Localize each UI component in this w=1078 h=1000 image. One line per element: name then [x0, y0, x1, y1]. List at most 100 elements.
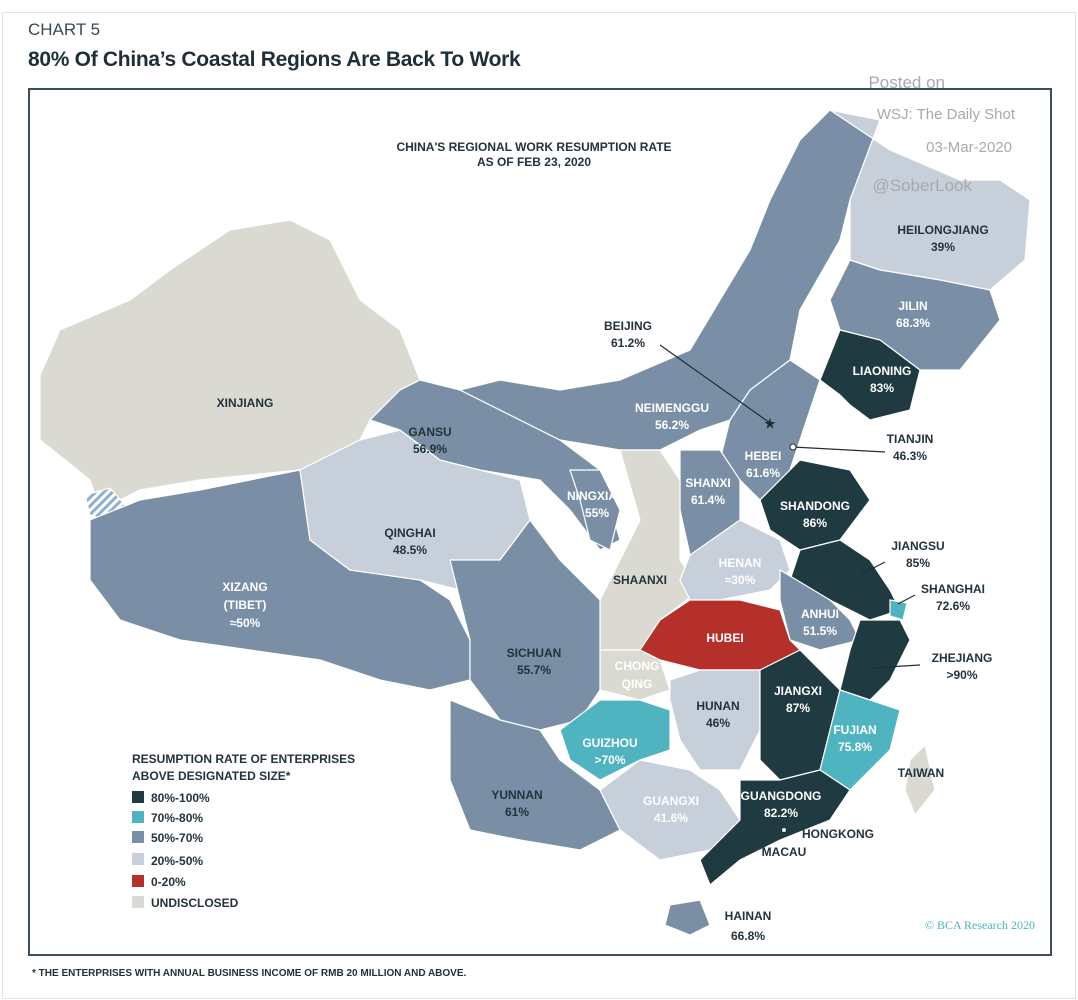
region-taiwan: [904, 743, 936, 817]
label-heilongjiang: HEILONGJIANG: [897, 223, 988, 237]
label-taiwan: TAIWAN: [898, 766, 944, 780]
value-guizhou: >70%: [594, 753, 625, 767]
value-zhejiang: >90%: [946, 668, 977, 682]
region-shanghai: [889, 599, 908, 621]
value-shandong: 86%: [803, 516, 827, 530]
chart-title: 80% Of China’s Coastal Regions Are Back …: [28, 48, 521, 71]
watermark-line3: 03-Mar-2020: [926, 139, 1012, 156]
value-hainan: 66.8%: [731, 929, 765, 943]
label-fujian: FUJIAN: [833, 723, 876, 737]
label-chongqing-2: QING: [622, 677, 653, 691]
map-heading: CHINA'S REGIONAL WORK RESUMPTION RATE AS…: [396, 140, 671, 169]
label-tianjin: TIANJIN: [887, 432, 934, 446]
label-shandong: SHANDONG: [780, 499, 850, 513]
region-guangdong: [699, 769, 851, 886]
watermark-line4: @SoberLook: [873, 176, 973, 195]
value-jiangxi: 87%: [786, 701, 810, 715]
value-jiangsu: 85%: [906, 556, 930, 570]
value-shanghai: 72.6%: [936, 599, 970, 613]
value-heilongjiang: 39%: [931, 240, 955, 254]
value-ningxia: 55%: [585, 506, 609, 520]
label-xizang-2: (TIBET): [224, 598, 267, 612]
label-gansu: GANSU: [408, 425, 451, 439]
value-guangxi: 41.6%: [654, 811, 688, 825]
label-hunan: HUNAN: [696, 699, 739, 713]
label-anhui: ANHUI: [801, 607, 839, 621]
label-liaoning: LIAONING: [853, 364, 912, 378]
region-labels: XINJIANG XIZANG (TIBET) ≈50% QINGHAI 48.…: [217, 223, 993, 943]
label-guangxi: GUANGXI: [643, 794, 699, 808]
value-gansu: 56.9%: [413, 442, 447, 456]
label-yunnan: YUNNAN: [491, 788, 542, 802]
label-shaanxi: SHAANXI: [613, 573, 667, 587]
label-jiangxi: JIANGXI: [774, 684, 822, 698]
region-qinghai: [299, 429, 531, 591]
provinces: [39, 109, 1031, 936]
legend-item-20-50: 20%-50%: [151, 854, 203, 868]
legend-swatch-50-70: [132, 831, 144, 843]
label-jilin: JILIN: [898, 299, 927, 313]
region-hunan: [669, 669, 761, 771]
value-liaoning: 83%: [870, 381, 894, 395]
value-tianjin: 46.3%: [893, 449, 927, 463]
label-ningxia: NINGXIA: [567, 489, 617, 503]
chart-kicker: CHART 5: [28, 20, 101, 39]
label-hainan: HAINAN: [725, 909, 772, 923]
label-chongqing: CHONG: [615, 659, 660, 673]
region-liaoning: [819, 329, 921, 421]
map-frame: [28, 88, 1052, 956]
beijing-star-icon: ★: [764, 416, 776, 431]
label-jiangsu: JIANGSU: [891, 539, 944, 553]
legend-swatch-20-50: [132, 853, 144, 865]
region-sichuan: [449, 519, 601, 731]
value-shanxi: 61.4%: [691, 493, 725, 507]
label-qinghai: QINGHAI: [384, 526, 435, 540]
value-fujian: 75.8%: [838, 740, 872, 754]
label-xinjiang: XINJIANG: [217, 396, 274, 410]
label-guizhou: GUIZHOU: [582, 736, 637, 750]
value-jilin: 68.3%: [896, 316, 930, 330]
watermark-line2: WSJ: The Daily Shot: [877, 106, 1016, 123]
value-anhui: 51.5%: [803, 624, 837, 638]
legend-item-80-100: 80%-100%: [151, 791, 210, 805]
label-guangdong: GUANGDONG: [741, 789, 822, 803]
value-henan: ≈30%: [725, 573, 756, 587]
legend-item-50-70: 50%-70%: [151, 831, 203, 845]
legend-swatch-0-20: [132, 875, 144, 887]
value-xizang: ≈50%: [230, 616, 261, 630]
card-border: [2, 12, 1076, 999]
legend-title-line1: RESUMPTION RATE OF ENTERPRISES: [132, 752, 355, 766]
label-hebei: HEBEI: [745, 449, 782, 463]
tianjin-dot-icon: [789, 443, 797, 451]
region-guizhou: [559, 699, 671, 781]
region-hainan: [664, 899, 711, 936]
label-shanxi: SHANXI: [685, 476, 730, 490]
label-beijing: BEIJING: [604, 319, 652, 333]
legend-swatch-70-80: [132, 811, 144, 823]
value-sichuan: 55.7%: [517, 663, 551, 677]
value-hunan: 46%: [706, 716, 730, 730]
legend-swatch-80-100: [132, 791, 144, 803]
label-xizang: XIZANG: [222, 580, 267, 594]
region-ningxia: [569, 469, 621, 551]
legend-swatch-undisclosed: [132, 896, 144, 908]
value-neimenggu: 56.2%: [655, 418, 689, 432]
region-shandong: [759, 459, 871, 551]
label-macau: MACAU: [762, 845, 807, 859]
label-neimenggu: NEIMENGGU: [635, 401, 709, 415]
region-henan: [679, 519, 791, 601]
value-guangdong: 82.2%: [764, 806, 798, 820]
legend-item-undisclosed: UNDISCLOSED: [151, 896, 239, 910]
label-hongkong: HONGKONG: [802, 827, 874, 841]
region-zhejiang: [839, 619, 911, 701]
label-shanghai: SHANGHAI: [921, 582, 985, 596]
value-qinghai: 48.5%: [393, 543, 427, 557]
label-henan: HENAN: [719, 556, 762, 570]
watermark-line1: Posted on: [868, 73, 945, 92]
hongkong-dot-icon: [781, 827, 787, 833]
value-yunnan: 61%: [505, 805, 529, 819]
value-beijing: 61.2%: [611, 336, 645, 350]
label-zhejiang: ZHEJIANG: [932, 651, 993, 665]
